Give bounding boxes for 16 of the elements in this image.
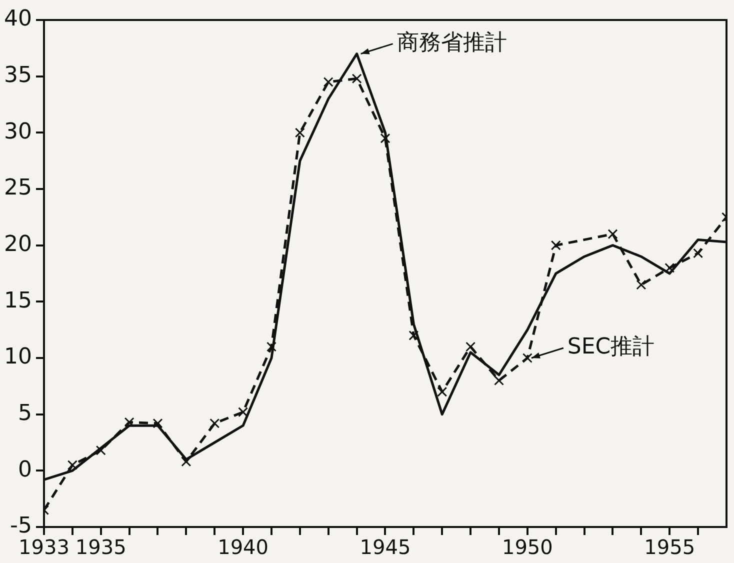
y-tick-label: 15 xyxy=(4,288,32,314)
x-tick-label: 1950 xyxy=(502,535,553,560)
y-tick-label: 25 xyxy=(4,176,32,201)
y-tick-label: 30 xyxy=(4,119,32,144)
y-tick-label: 35 xyxy=(4,63,32,88)
y-tick-label: 40 xyxy=(4,6,32,32)
annotation: SEC推計 xyxy=(567,334,655,360)
annotation: 商務省推計 xyxy=(396,30,507,56)
x-tick-label: 1945 xyxy=(360,535,411,560)
y-tick-label: 5 xyxy=(18,401,32,426)
y-tick-label: 20 xyxy=(4,232,32,258)
x-tick-label: 1955 xyxy=(644,535,696,560)
y-tick-label: 0 xyxy=(18,457,32,482)
x-tick-label: 1940 xyxy=(218,535,269,560)
y-tick-label: 10 xyxy=(4,344,32,370)
x-tick-label: 1935 xyxy=(75,535,126,560)
